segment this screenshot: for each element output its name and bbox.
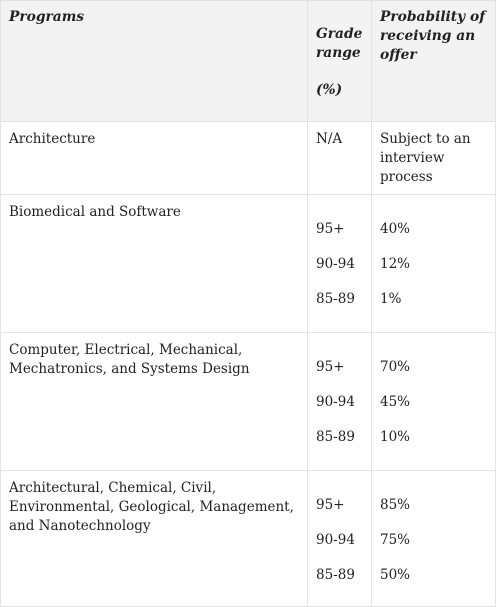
probability-value: 10% — [380, 429, 411, 445]
grade-value: 85-89 — [316, 291, 355, 307]
grade-value: 95+ — [316, 497, 345, 513]
probability-cell: Subject to an interview process — [371, 121, 496, 195]
table-row: Computer, Electrical, Mechanical, Mechat… — [0, 332, 496, 471]
probability-value: 45% — [380, 394, 411, 410]
grade-value: 85-89 — [316, 429, 355, 445]
table-row: Architectural, Chemical, Civil, Environm… — [0, 470, 496, 607]
probability-value: 75% — [380, 532, 411, 548]
program-cell: Architectural, Chemical, Civil, Environm… — [0, 470, 308, 607]
grade-value: 85-89 — [316, 567, 355, 583]
table-row: Architecture N/A Subject to an interview… — [0, 121, 496, 195]
grade-value: 95+ — [316, 221, 345, 237]
probability-value: 70% — [380, 359, 411, 375]
grade-cell: 95+ 90-94 85-89 — [307, 194, 372, 333]
probability-cell: 40% 12% 1% — [371, 194, 496, 333]
program-cell: Computer, Electrical, Mechanical, Mechat… — [0, 332, 308, 471]
grade-cell: N/A — [307, 121, 372, 195]
grade-value: 95+ — [316, 359, 345, 375]
header-grade-range: Grade range (%) — [307, 0, 372, 122]
table-header: Programs Grade range (%) Probability of … — [0, 0, 496, 122]
probability-value: 12% — [380, 256, 411, 272]
probability-value: 1% — [380, 291, 402, 307]
grade-cell: 95+ 90-94 85-89 — [307, 332, 372, 471]
probability-value: 40% — [380, 221, 411, 237]
probability-value: 50% — [380, 567, 411, 583]
grade-value: 90-94 — [316, 532, 355, 548]
table-row: Biomedical and Software 95+ 90-94 85-89 … — [0, 194, 496, 333]
probability-cell: 85% 75% 50% — [371, 470, 496, 607]
table-body: Architecture N/A Subject to an interview… — [0, 121, 496, 607]
header-programs: Programs — [0, 0, 308, 122]
probability-cell: 70% 45% 10% — [371, 332, 496, 471]
grade-value: 90-94 — [316, 394, 355, 410]
header-grade-range-label: Grade range — [316, 26, 363, 61]
header-probability: Probability of receiving an offer — [371, 0, 496, 122]
probability-value: 85% — [380, 497, 411, 513]
program-cell: Biomedical and Software — [0, 194, 308, 333]
grade-cell: 95+ 90-94 85-89 — [307, 470, 372, 607]
header-row: Programs Grade range (%) Probability of … — [0, 0, 496, 122]
header-grade-unit: (%) — [316, 82, 343, 98]
grade-value: 90-94 — [316, 256, 355, 272]
program-cell: Architecture — [0, 121, 308, 195]
